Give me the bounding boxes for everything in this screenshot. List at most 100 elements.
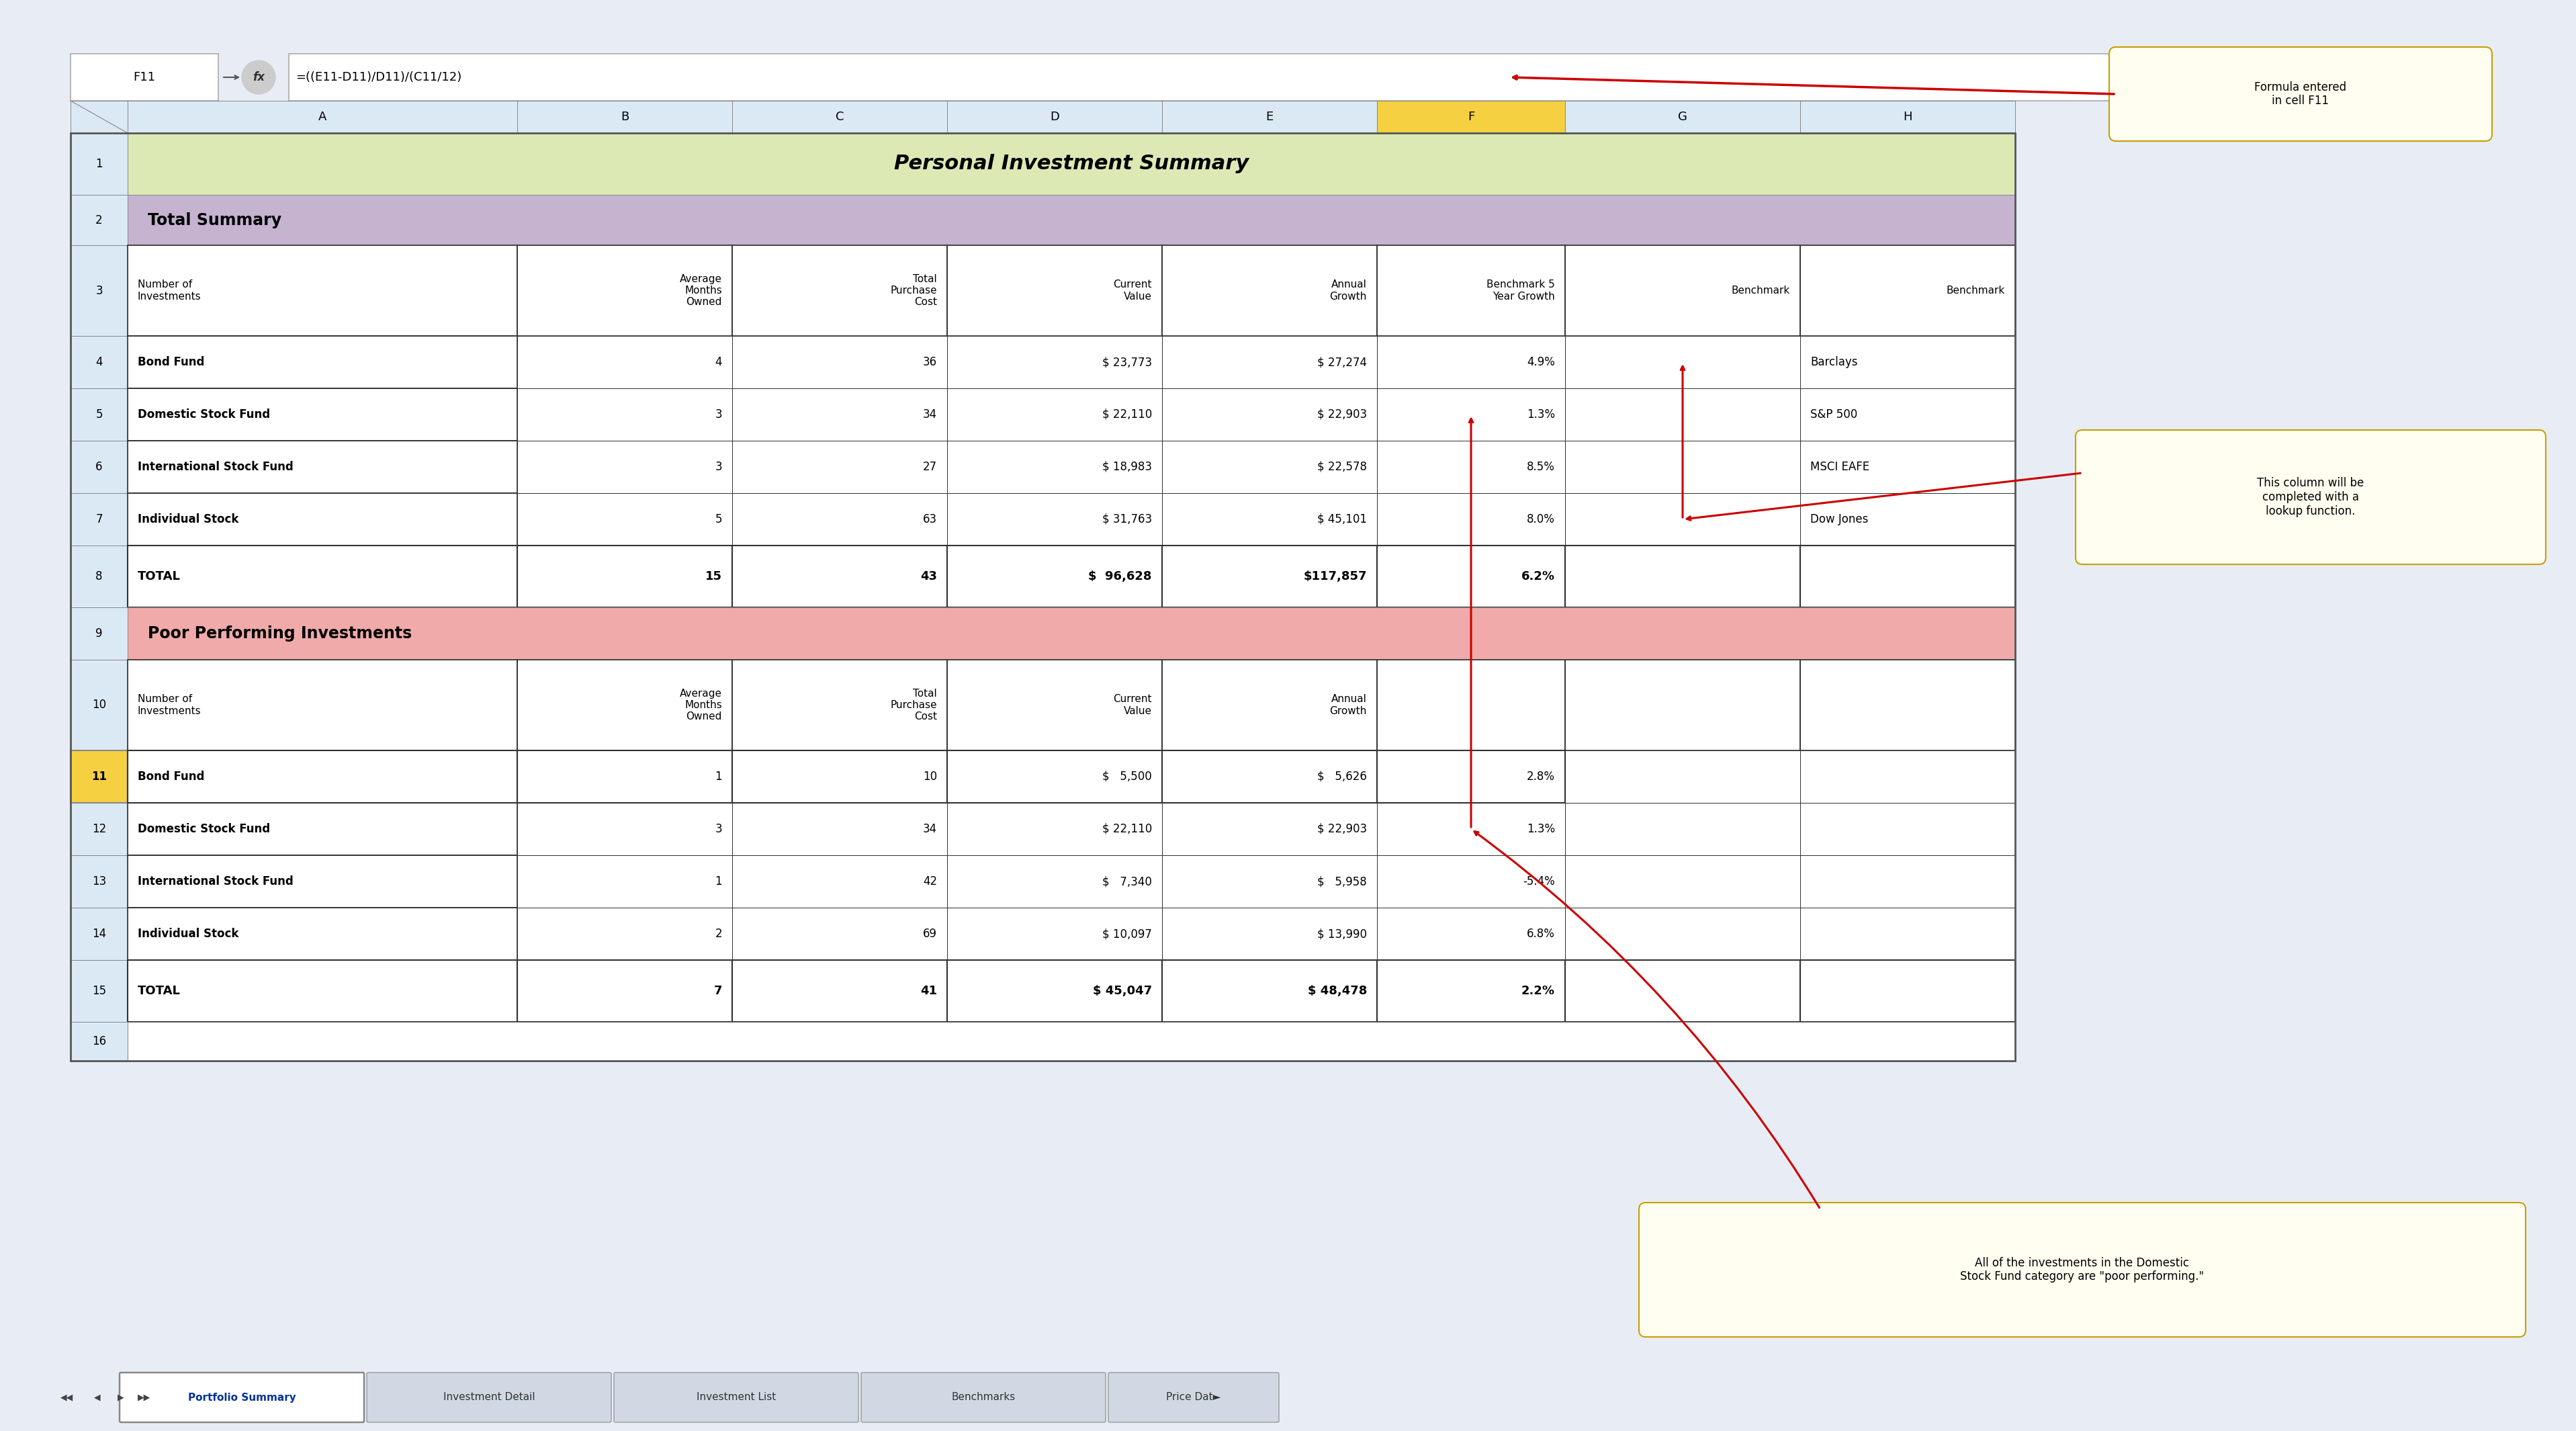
FancyBboxPatch shape (732, 545, 948, 607)
Text: 7: 7 (95, 514, 103, 525)
Text: $ 18,983: $ 18,983 (1103, 461, 1151, 474)
Bar (129, 336, 518, 388)
Bar (1378, 494, 1566, 545)
FancyBboxPatch shape (70, 607, 129, 660)
Text: 1: 1 (716, 876, 721, 887)
Bar (948, 803, 1162, 856)
Text: International Stock Fund: International Stock Fund (137, 461, 294, 474)
FancyBboxPatch shape (732, 907, 948, 960)
Text: 6: 6 (95, 461, 103, 474)
Bar (732, 245, 948, 336)
Bar (1566, 336, 1801, 388)
Text: 5: 5 (95, 408, 103, 421)
Text: Investment Detail: Investment Detail (443, 1392, 536, 1402)
FancyBboxPatch shape (366, 1372, 611, 1422)
FancyBboxPatch shape (1801, 803, 2014, 856)
FancyBboxPatch shape (860, 1372, 1105, 1422)
FancyBboxPatch shape (948, 960, 1162, 1022)
Bar (518, 960, 732, 1022)
Bar (1566, 245, 1801, 336)
FancyBboxPatch shape (129, 750, 518, 803)
FancyBboxPatch shape (1162, 494, 1378, 545)
Text: $ 22,110: $ 22,110 (1103, 823, 1151, 836)
FancyBboxPatch shape (1801, 336, 2014, 388)
FancyBboxPatch shape (1378, 545, 1566, 607)
Bar (129, 133, 2014, 195)
FancyBboxPatch shape (129, 803, 518, 856)
Text: 8.0%: 8.0% (1528, 514, 1556, 525)
Text: TOTAL: TOTAL (137, 985, 180, 997)
FancyBboxPatch shape (518, 660, 732, 750)
Bar (732, 494, 948, 545)
Bar (1566, 545, 1801, 607)
Bar (948, 907, 1162, 960)
FancyBboxPatch shape (1566, 856, 1801, 907)
FancyBboxPatch shape (1801, 907, 2014, 960)
Text: Dow Jones: Dow Jones (1811, 514, 1868, 525)
Text: Number of
Investments: Number of Investments (137, 694, 201, 716)
FancyBboxPatch shape (129, 441, 518, 494)
FancyBboxPatch shape (1162, 856, 1378, 907)
Text: 27: 27 (922, 461, 938, 474)
Text: 42: 42 (922, 876, 938, 887)
FancyBboxPatch shape (70, 803, 129, 856)
Text: $ 22,903: $ 22,903 (1316, 823, 1368, 836)
Text: 4: 4 (95, 356, 103, 368)
Bar (518, 660, 732, 750)
FancyBboxPatch shape (70, 388, 129, 441)
Text: 8: 8 (95, 571, 103, 582)
Text: 34: 34 (922, 823, 938, 836)
FancyBboxPatch shape (1378, 388, 1566, 441)
Text: G: G (1677, 110, 1687, 123)
Text: $ 48,478: $ 48,478 (1309, 985, 1368, 997)
Bar (518, 545, 732, 607)
Text: $  96,628: $ 96,628 (1090, 571, 1151, 582)
Bar (70, 133, 2014, 1060)
FancyBboxPatch shape (1378, 856, 1566, 907)
Bar (732, 441, 948, 494)
Text: All of the investments in the Domestic
Stock Fund category are "poor performing.: All of the investments in the Domestic S… (1960, 1256, 2205, 1282)
Text: F11: F11 (134, 72, 155, 83)
Text: 9: 9 (95, 627, 103, 640)
Bar (1378, 245, 1566, 336)
Bar (129, 100, 518, 133)
Text: Average
Months
Owned: Average Months Owned (680, 273, 721, 308)
Bar (129, 195, 2014, 245)
Bar (70, 100, 129, 133)
Bar (129, 907, 518, 960)
Text: Barclays: Barclays (1811, 356, 1857, 368)
Bar (732, 750, 948, 803)
Text: 2: 2 (716, 927, 721, 940)
FancyBboxPatch shape (1162, 960, 1378, 1022)
FancyBboxPatch shape (1566, 388, 1801, 441)
FancyBboxPatch shape (1566, 907, 1801, 960)
FancyBboxPatch shape (948, 100, 1162, 133)
Text: $   5,626: $ 5,626 (1316, 770, 1368, 783)
Bar (1162, 545, 1378, 607)
Text: ▶▶: ▶▶ (139, 1392, 152, 1402)
FancyBboxPatch shape (129, 607, 2014, 660)
Text: ◀: ◀ (95, 1392, 100, 1402)
FancyBboxPatch shape (70, 494, 129, 545)
FancyBboxPatch shape (518, 245, 732, 336)
FancyBboxPatch shape (732, 856, 948, 907)
Bar (129, 607, 2014, 660)
Bar (1801, 441, 2014, 494)
Text: $117,857: $117,857 (1303, 571, 1368, 582)
FancyBboxPatch shape (70, 100, 129, 133)
Text: B: B (621, 110, 629, 123)
Bar (518, 494, 732, 545)
Text: Total
Purchase
Cost: Total Purchase Cost (891, 688, 938, 721)
FancyBboxPatch shape (518, 388, 732, 441)
Text: Annual
Growth: Annual Growth (1329, 279, 1368, 302)
Bar (70, 133, 129, 195)
FancyBboxPatch shape (732, 245, 948, 336)
Bar (129, 494, 518, 545)
Bar (129, 1022, 2014, 1060)
FancyBboxPatch shape (948, 907, 1162, 960)
Bar (1378, 960, 1566, 1022)
Text: 1.3%: 1.3% (1528, 823, 1556, 836)
Text: 5: 5 (716, 514, 721, 525)
Bar (1378, 660, 1566, 750)
FancyBboxPatch shape (732, 100, 948, 133)
